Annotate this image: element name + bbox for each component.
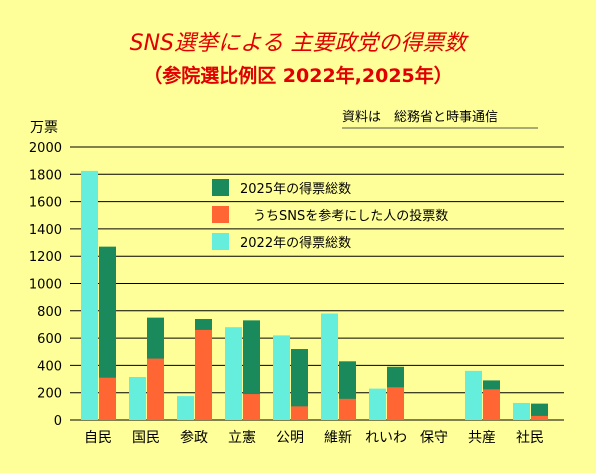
y-tick-label: 1400 — [29, 223, 62, 238]
bar-2022 — [321, 313, 338, 420]
bar-2022 — [273, 335, 290, 420]
bar-sns — [99, 377, 116, 420]
x-category-label: 自民 — [84, 430, 112, 446]
y-tick-label: 1200 — [29, 250, 62, 265]
chart-title: SNS選挙による 主要政党の得票数 — [130, 31, 470, 56]
bar-sns — [387, 387, 404, 420]
legend-label: うちSNSを参考にした人の投票数 — [253, 208, 448, 224]
legend-label: 2022年の得票総数 — [240, 235, 351, 251]
bar-2022 — [225, 327, 242, 420]
x-category-label: 立憲 — [228, 429, 256, 446]
bar-sns — [339, 398, 356, 420]
x-category-label: れいわ — [365, 430, 407, 446]
bar-2022 — [369, 388, 386, 420]
y-tick-label: 1600 — [29, 196, 62, 211]
bar-sns — [483, 389, 500, 420]
y-axis-unit: 万票 — [30, 120, 58, 136]
y-tick-label: 600 — [37, 332, 62, 347]
legend-swatch — [212, 179, 229, 196]
y-tick-label: 2000 — [29, 141, 62, 156]
bar-2022 — [513, 402, 530, 420]
source-note: 資料は 総務省と時事通信 — [342, 110, 498, 125]
x-category-label: 社民 — [516, 430, 544, 446]
x-category-label: 維新 — [324, 430, 352, 446]
legend-swatch — [212, 206, 229, 223]
x-category-label: 保守 — [420, 430, 448, 446]
y-tick-label: 200 — [37, 387, 62, 402]
legend-swatch — [212, 233, 229, 250]
y-tick-label: 800 — [37, 305, 62, 320]
bar-sns — [195, 329, 212, 420]
y-tick-label: 1000 — [29, 278, 62, 293]
bar-sns — [531, 415, 548, 420]
x-axis-categories: 自民 国民 参政 立憲 公明 維新 れいわ 保守 共産 社民 — [84, 429, 544, 446]
x-category-label: 公明 — [276, 430, 304, 446]
x-category-label: 参政 — [180, 429, 208, 446]
y-tick-label: 0 — [54, 414, 62, 429]
bar-2022 — [465, 370, 482, 420]
bar-2025 — [291, 349, 308, 420]
x-category-label: 共産 — [468, 430, 496, 446]
bar-sns — [243, 394, 260, 420]
x-category-label: 国民 — [132, 430, 160, 446]
bar-sns — [291, 406, 308, 420]
y-tick-label: 1800 — [29, 168, 62, 183]
bar-2022 — [177, 396, 194, 420]
bar-2022 — [81, 170, 98, 420]
chart-subtitle: （参院選比例区 2022年,2025年） — [143, 64, 453, 87]
bar-sns — [147, 358, 164, 420]
bar-2025 — [99, 246, 116, 420]
legend-label: 2025年の得票総数 — [240, 181, 351, 197]
y-axis-ticks: 0 200 400 600 800 1000 1200 1400 1600 1800 2000 — [29, 141, 62, 429]
bars — [81, 170, 548, 420]
y-tick-label: 400 — [37, 359, 62, 374]
bar-2022 — [129, 377, 146, 420]
